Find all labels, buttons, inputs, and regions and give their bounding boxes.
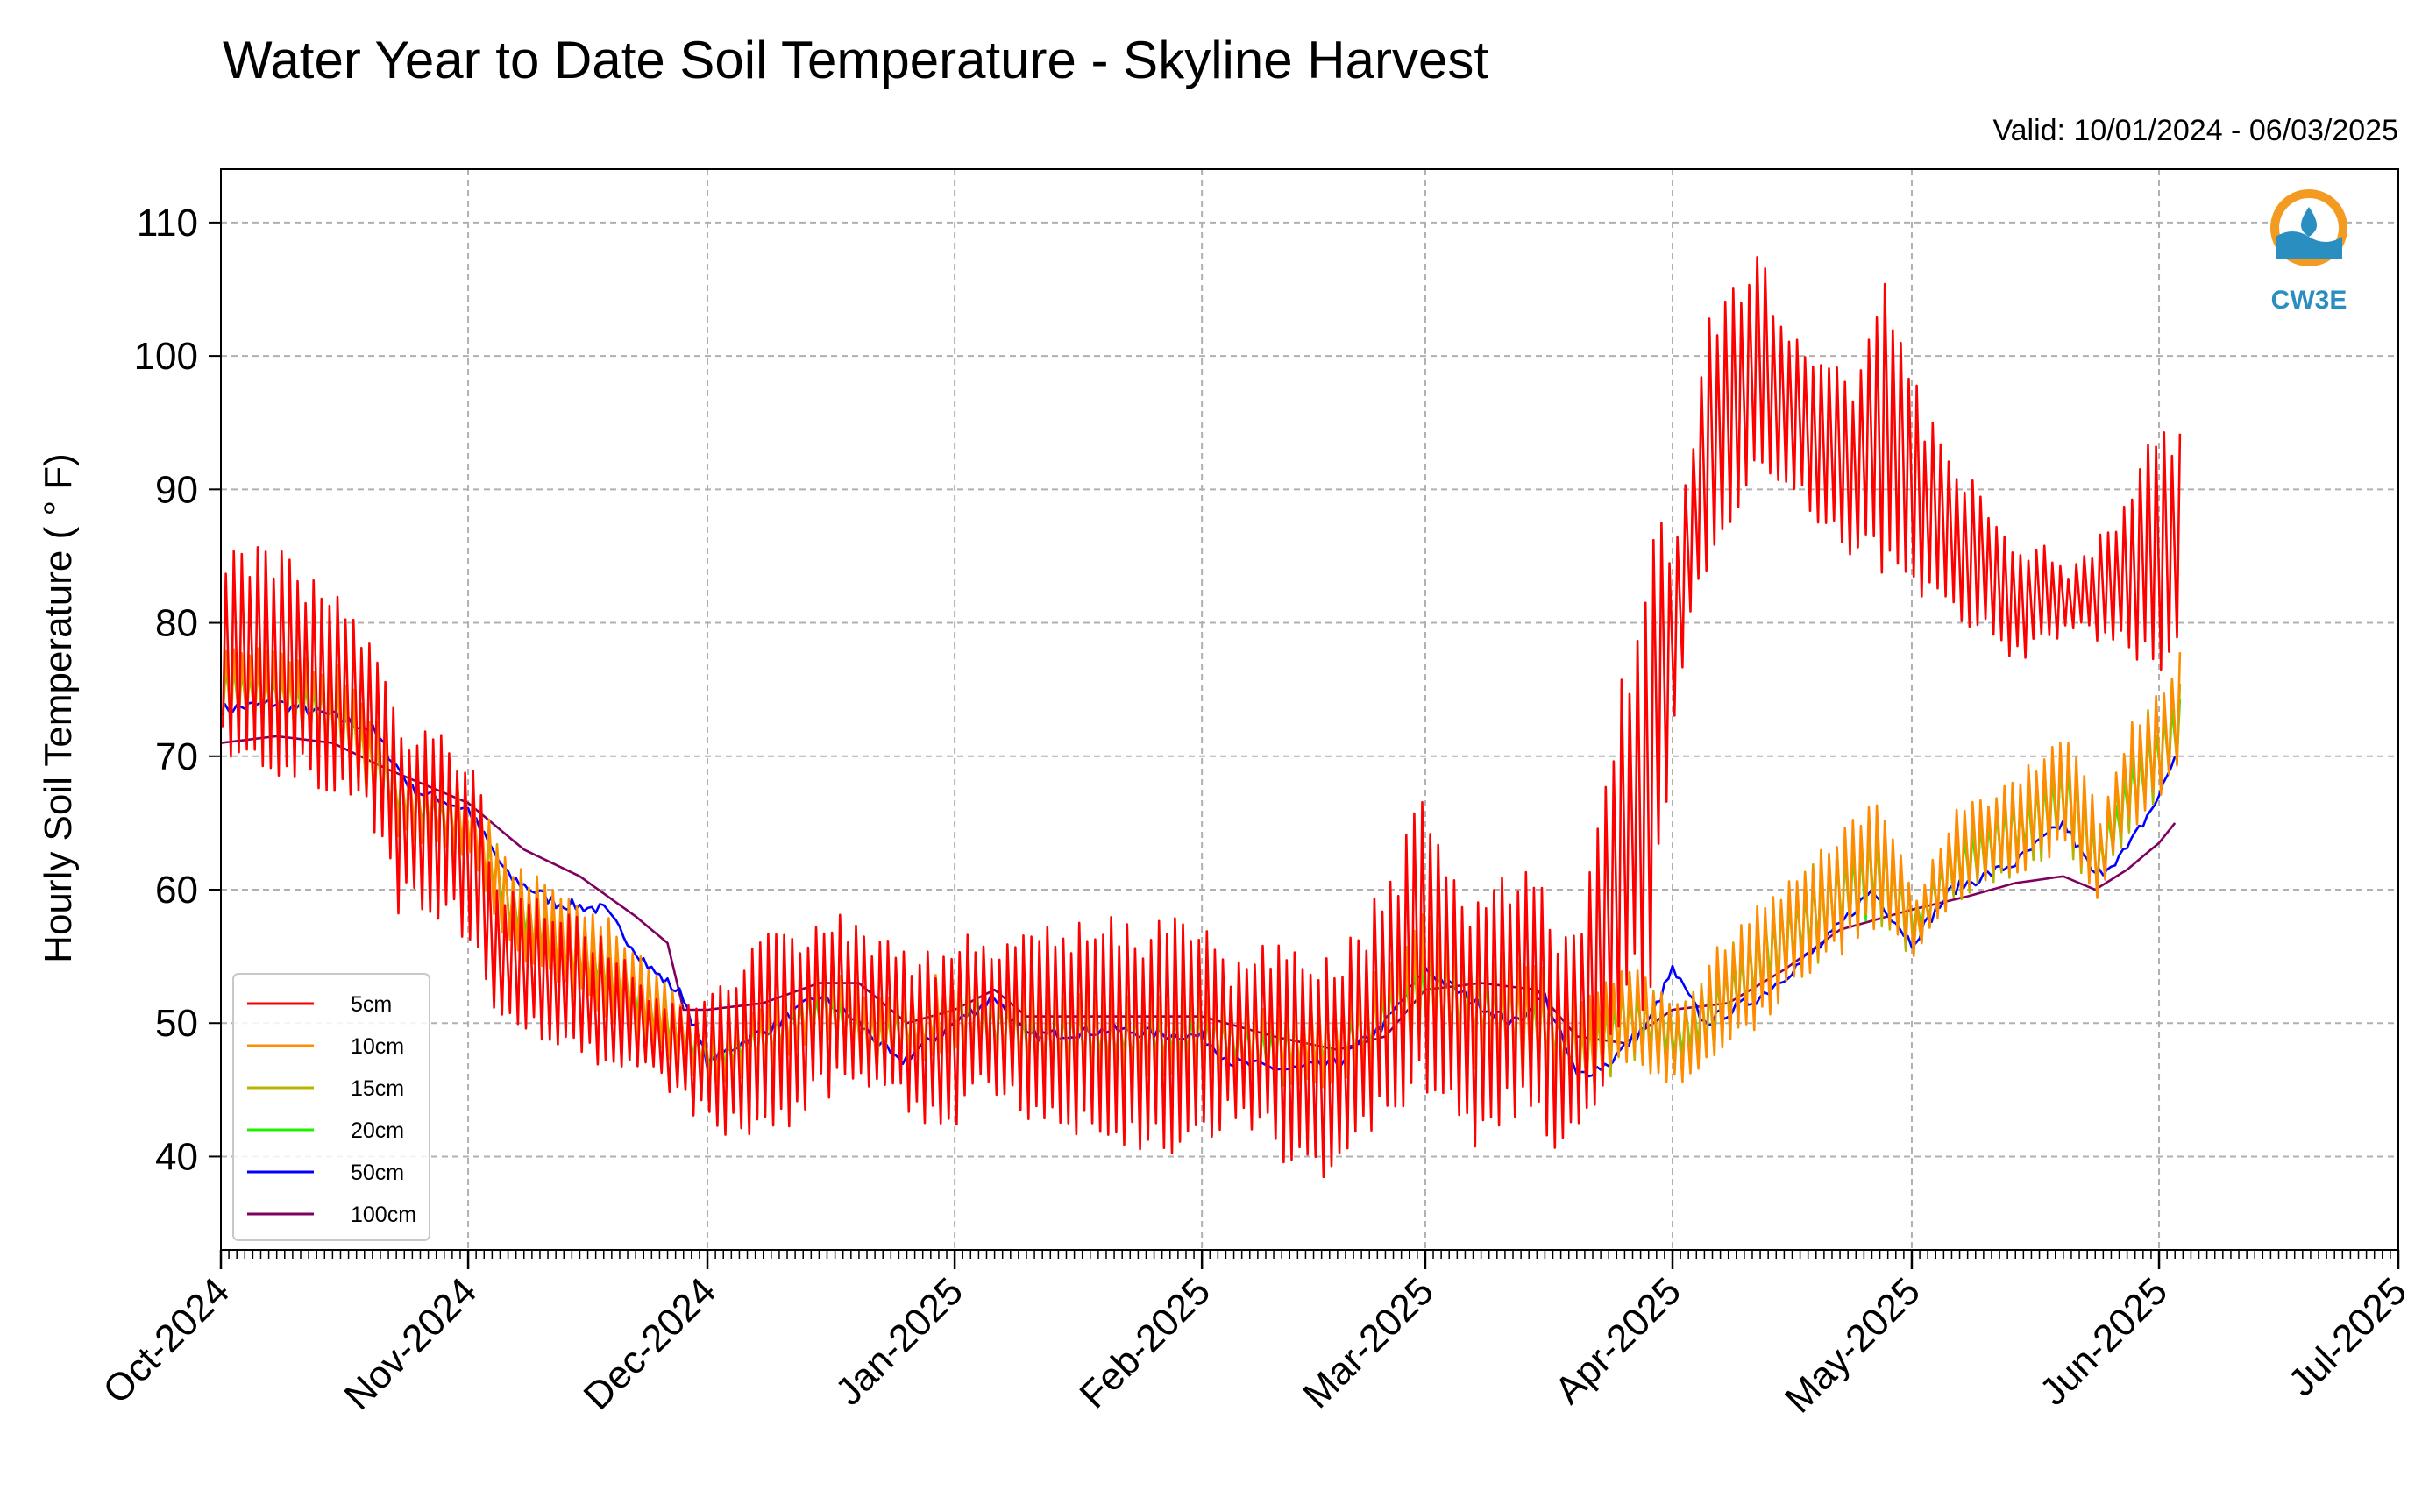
y-tick-label: 40 xyxy=(155,1135,198,1178)
y-tick-label: 50 xyxy=(155,1002,198,1045)
y-tick-label: 70 xyxy=(155,735,198,778)
x-tick-label: Jan-2025 xyxy=(827,1269,971,1413)
x-tick-label: Dec-2024 xyxy=(576,1269,725,1418)
chart-subtitle: Valid: 10/01/2024 - 06/03/2025 xyxy=(1992,114,2398,147)
grid xyxy=(220,169,2399,1250)
plot-frame xyxy=(220,168,2399,1251)
y-tick-label: 60 xyxy=(155,869,198,912)
legend-label-20cm: 20cm xyxy=(351,1118,404,1143)
x-tick-labels: Oct-2024 Nov-2024 Dec-2024 Jan-2025 Feb-2025… xyxy=(95,1269,2415,1421)
logo-text: CW3E xyxy=(2271,286,2347,315)
y-tick-label: 80 xyxy=(155,602,198,645)
x-tick-label: Jun-2025 xyxy=(2032,1269,2176,1413)
logo-drop-icon xyxy=(2301,207,2317,237)
legend-label-15cm: 15cm xyxy=(351,1076,404,1101)
axis-ticks xyxy=(209,221,2400,1269)
cw3e-logo: CW3E xyxy=(2270,189,2347,315)
series-line-5cm xyxy=(222,256,2182,1179)
logo-wave-icon xyxy=(2276,231,2342,259)
legend-label-50cm: 50cm xyxy=(351,1161,404,1185)
series-layer xyxy=(219,256,2182,1179)
y-tick-label: 90 xyxy=(155,468,198,511)
x-tick-label: May-2025 xyxy=(1777,1269,1928,1421)
legend-label-5cm: 5cm xyxy=(351,992,392,1017)
x-tick-label: Apr-2025 xyxy=(1546,1269,1689,1412)
y-tick-labels: 40 50 60 70 80 90 100 110 xyxy=(134,202,198,1179)
legend-box xyxy=(232,973,430,1241)
chart-title: Water Year to Date Soil Temperature - Sk… xyxy=(223,31,1488,89)
legend: 5cm 10cm 15cm 20cm 50cm 100cm xyxy=(232,973,430,1241)
y-tick-label: 100 xyxy=(134,335,198,378)
x-tick-label: Feb-2025 xyxy=(1071,1269,1218,1416)
x-tick-label: Oct-2024 xyxy=(95,1269,238,1412)
y-tick-label: 110 xyxy=(137,202,198,245)
x-tick-label: Mar-2025 xyxy=(1295,1269,1442,1416)
x-tick-label: Nov-2024 xyxy=(337,1269,486,1418)
y-axis-label: Hourly Soil Temperature ( ° F) xyxy=(37,453,80,963)
x-tick-label: Jul-2025 xyxy=(2280,1269,2415,1404)
legend-label-100cm: 100cm xyxy=(351,1203,416,1227)
legend-label-10cm: 10cm xyxy=(351,1034,404,1059)
